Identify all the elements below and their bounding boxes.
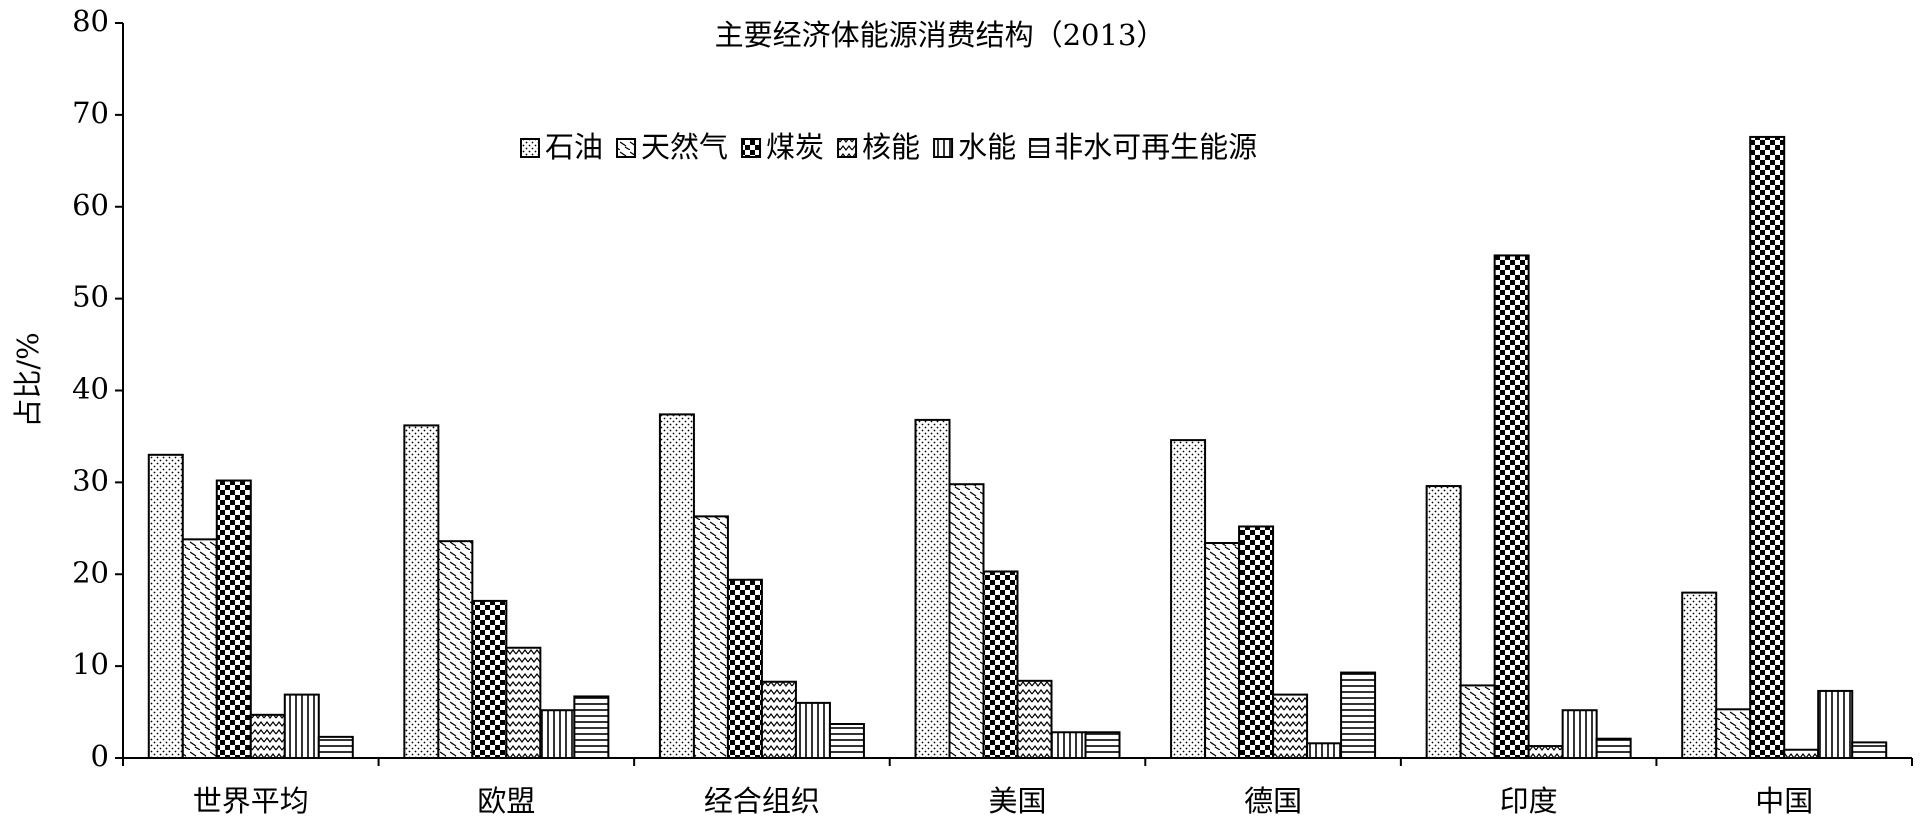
legend-swatch <box>741 138 762 158</box>
bar <box>505 646 542 759</box>
legend-label: 核能 <box>862 130 920 164</box>
legend-swatch <box>616 138 637 158</box>
x-tick-label: 德国 <box>1244 784 1302 818</box>
bar <box>1561 709 1598 759</box>
chart-title: 主要经济体能源消费结构（2013） <box>715 18 1166 52</box>
legend-label: 非水可再生能源 <box>1054 130 1257 164</box>
legend-label: 天然气 <box>641 130 728 164</box>
bar <box>1749 135 1786 760</box>
y-tick-label: 60 <box>72 188 109 222</box>
bar <box>658 413 695 759</box>
y-tick-label: 50 <box>72 280 109 314</box>
bar <box>1595 737 1632 759</box>
x-tick-label: 中国 <box>1755 784 1813 818</box>
bar <box>1493 254 1530 759</box>
y-axis-label: 占比/% <box>11 332 45 427</box>
legend-label: 水能 <box>958 130 1016 164</box>
bar <box>1204 542 1241 760</box>
bar <box>1425 485 1462 759</box>
y-tick-label: 40 <box>72 372 109 406</box>
bar <box>1084 731 1121 760</box>
bar <box>317 735 354 760</box>
bar <box>283 693 320 760</box>
bar <box>828 723 865 759</box>
x-tick-label: 世界平均 <box>193 784 309 818</box>
bar <box>539 709 576 759</box>
bar <box>215 479 252 759</box>
legend-swatch <box>933 138 954 158</box>
y-tick-label: 30 <box>72 463 109 497</box>
bar <box>1238 525 1275 759</box>
bar <box>147 453 184 759</box>
bar <box>726 578 763 760</box>
bar <box>1527 745 1564 760</box>
y-tick-label: 20 <box>72 555 109 589</box>
bar <box>1715 708 1752 760</box>
x-tick-label: 经合组织 <box>704 784 820 818</box>
bar <box>794 701 831 759</box>
bar <box>403 424 440 759</box>
legend-label: 煤炭 <box>766 130 824 164</box>
bar <box>760 680 797 760</box>
bar <box>437 540 474 759</box>
legend-swatch <box>837 138 858 158</box>
bar <box>1459 684 1496 760</box>
y-tick-label: 80 <box>72 4 109 38</box>
bar <box>914 418 951 759</box>
bar <box>1340 671 1377 760</box>
bar <box>1817 689 1854 760</box>
bar <box>1306 742 1343 759</box>
bar <box>249 713 286 759</box>
bar <box>1016 679 1053 760</box>
y-tick-label: 10 <box>72 647 109 681</box>
y-tick-label: 70 <box>72 96 109 130</box>
bar <box>1851 741 1888 759</box>
bar <box>948 483 985 759</box>
legend-label: 石油 <box>545 130 603 164</box>
bar <box>1050 731 1087 760</box>
bar <box>982 570 1019 760</box>
bar <box>573 695 610 759</box>
bar <box>1272 693 1309 760</box>
bar <box>181 538 218 760</box>
legend-swatch <box>520 138 540 158</box>
x-tick-label: 美国 <box>988 784 1046 818</box>
bar <box>1170 439 1207 759</box>
x-tick-label: 欧盟 <box>477 784 535 818</box>
bar <box>1783 748 1820 760</box>
x-tick-label: 印度 <box>1500 784 1558 818</box>
bar <box>692 515 729 760</box>
bar <box>471 599 508 759</box>
y-tick-label: 0 <box>91 739 109 773</box>
bar <box>1681 591 1718 759</box>
legend-swatch <box>1029 138 1050 158</box>
